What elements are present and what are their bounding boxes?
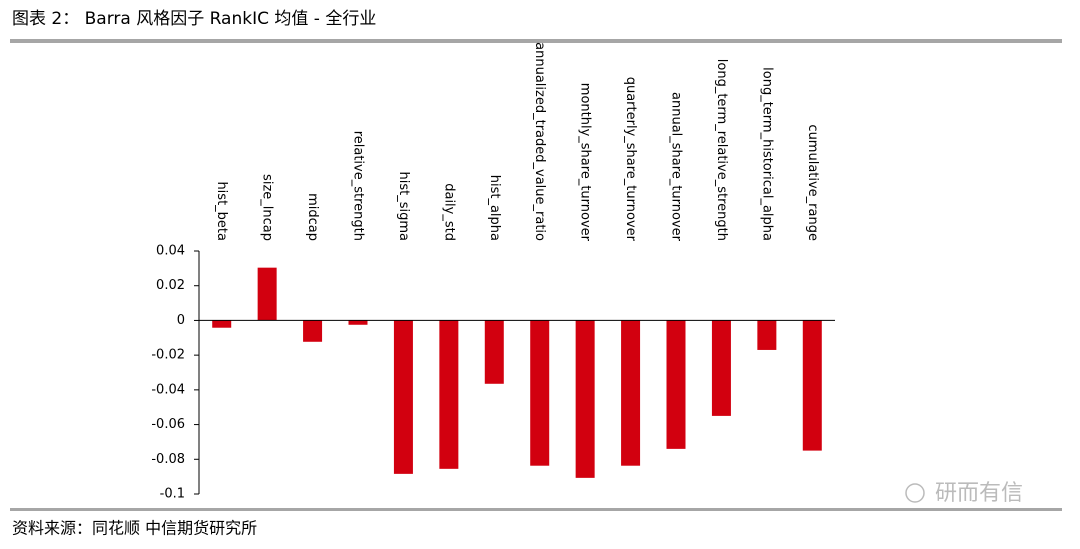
- y-tick-label: 0: [177, 313, 185, 328]
- x-tick-label: daily_std: [441, 183, 456, 241]
- y-tick-label: -0.06: [151, 417, 185, 432]
- bar: [257, 267, 277, 321]
- watermark: 研而有信: [935, 481, 1023, 506]
- x-tick-label: size_lncap: [260, 174, 275, 241]
- bar: [393, 320, 413, 474]
- bar: [666, 320, 686, 449]
- bar: [212, 320, 232, 328]
- x-tick-label: relative_strength: [351, 131, 366, 241]
- y-tick-label: -0.1: [160, 487, 185, 502]
- x-tick-label: annual_share_turnover: [669, 92, 684, 242]
- x-tick-label: long_term_historical_alpha: [759, 67, 774, 241]
- x-tick-label: cumulative_range: [805, 124, 820, 241]
- bar: [575, 320, 595, 478]
- source-note: 资料来源：同花顺 中信期货研究所: [12, 519, 257, 538]
- header-rule: [10, 39, 1062, 43]
- watermark-icon: [905, 483, 925, 503]
- x-tick-label: quarterly_share_turnover: [623, 77, 638, 242]
- bar: [348, 320, 368, 325]
- footer-rule: [10, 508, 1062, 511]
- x-tick-label: monthly_share_turnover: [578, 83, 593, 242]
- x-tick-label: hist_alpha: [487, 175, 502, 241]
- y-tick-label: -0.02: [151, 348, 185, 363]
- x-tick-label: annualized_traded_value_ratio: [532, 42, 547, 241]
- bar: [711, 320, 731, 416]
- x-tick-label: hist_sigma: [396, 172, 411, 242]
- x-tick-label: long_term_relative_strength: [714, 59, 729, 241]
- bar: [484, 320, 504, 384]
- bar: [303, 320, 323, 342]
- x-tick-label: midcap: [305, 193, 320, 241]
- bar: [621, 320, 641, 466]
- x-tick-label: hist_beta: [214, 181, 229, 241]
- y-tick-label: -0.08: [151, 452, 185, 467]
- bar: [530, 320, 550, 466]
- bar: [802, 320, 822, 451]
- y-tick-label: 0.04: [156, 244, 185, 259]
- page-title: 图表 2： Barra 风格因子 RankIC 均值 - 全行业: [12, 9, 376, 29]
- bar: [439, 320, 459, 469]
- y-tick-label: -0.04: [151, 382, 185, 397]
- bar: [757, 320, 777, 350]
- y-tick-label: 0.02: [156, 278, 185, 293]
